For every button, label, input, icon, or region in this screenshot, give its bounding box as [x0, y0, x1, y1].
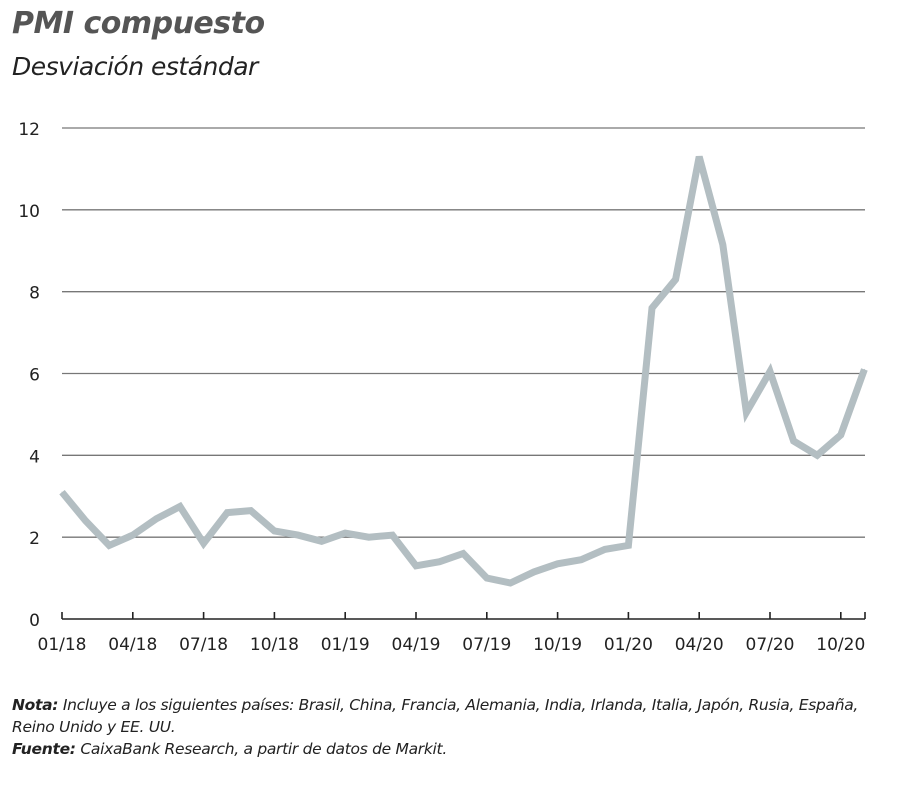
- data-point: [533, 571, 535, 573]
- y-tick-label: 2: [29, 529, 40, 549]
- data-point: [226, 512, 228, 514]
- y-tick-label: 4: [29, 447, 40, 467]
- fuente-text: CaixaBank Research, a partir de datos de…: [75, 740, 447, 758]
- data-point: [486, 577, 488, 579]
- data-point: [391, 534, 393, 536]
- x-tick-label: 10/19: [533, 635, 582, 655]
- y-tick-label: 10: [18, 202, 40, 222]
- x-tick-label: 04/19: [392, 635, 441, 655]
- nota-text: Incluye a los siguientes países: Brasil,…: [12, 696, 859, 736]
- data-point: [675, 278, 677, 280]
- y-tick-label: 6: [29, 366, 40, 386]
- data-point: [863, 368, 865, 370]
- data-point: [203, 542, 205, 544]
- data-point: [85, 520, 87, 522]
- data-point: [61, 491, 63, 493]
- line-chart: 0 2 4 6 8 10 12 01/18 04/18 07/18 10/18 01/19 04/19…: [18, 120, 868, 655]
- chart-subtitle: Desviación estándar: [12, 52, 258, 81]
- chart-title: PMI compuesto: [12, 6, 265, 41]
- y-tick-label: 8: [29, 284, 40, 304]
- data-point: [415, 565, 417, 567]
- nota-label: Nota:: [12, 696, 59, 714]
- data-point: [604, 548, 606, 550]
- data-point: [462, 553, 464, 555]
- x-tick-label: 07/19: [462, 635, 511, 655]
- y-tick-label: 0: [29, 611, 40, 631]
- data-point: [651, 307, 653, 309]
- series-line: [59, 155, 868, 587]
- data-point: [509, 582, 511, 584]
- data-point: [155, 518, 157, 520]
- data-point: [557, 563, 559, 565]
- fuente-label: Fuente:: [12, 740, 76, 758]
- data-point: [816, 454, 818, 456]
- data-point: [368, 536, 370, 538]
- x-tick-label: 01/20: [604, 635, 653, 655]
- data-point: [840, 434, 842, 436]
- data-point: [108, 544, 110, 546]
- data-point: [722, 244, 724, 246]
- x-tick-label: 07/18: [179, 635, 228, 655]
- x-tick-label: 10/18: [250, 635, 299, 655]
- data-point: [769, 370, 771, 372]
- data-point: [321, 540, 323, 542]
- data-point: [132, 534, 134, 536]
- data-point: [698, 156, 700, 158]
- x-tick-label: 10/20: [816, 635, 865, 655]
- data-point: [273, 530, 275, 532]
- fuente-line: Fuente: CaixaBank Research, a partir de …: [12, 738, 892, 760]
- nota-line: Nota: Incluye a los siguientes países: B…: [12, 694, 892, 738]
- data-point: [297, 534, 299, 536]
- data-point: [580, 559, 582, 561]
- x-tick-label: 01/19: [321, 635, 370, 655]
- chart-notes: Nota: Incluye a los siguientes países: B…: [12, 694, 892, 760]
- data-point: [179, 505, 181, 507]
- data-point: [627, 544, 629, 546]
- data-point: [439, 561, 441, 563]
- x-tick-label: 07/20: [746, 635, 795, 655]
- data-point: [344, 532, 346, 534]
- x-tick-label: 04/20: [675, 635, 724, 655]
- data-point: [793, 440, 795, 442]
- data-point: [745, 411, 747, 413]
- x-tick-label: 04/18: [108, 635, 157, 655]
- y-tick-label: 12: [18, 120, 40, 140]
- data-point: [250, 510, 252, 512]
- x-tick-label: 01/18: [38, 635, 87, 655]
